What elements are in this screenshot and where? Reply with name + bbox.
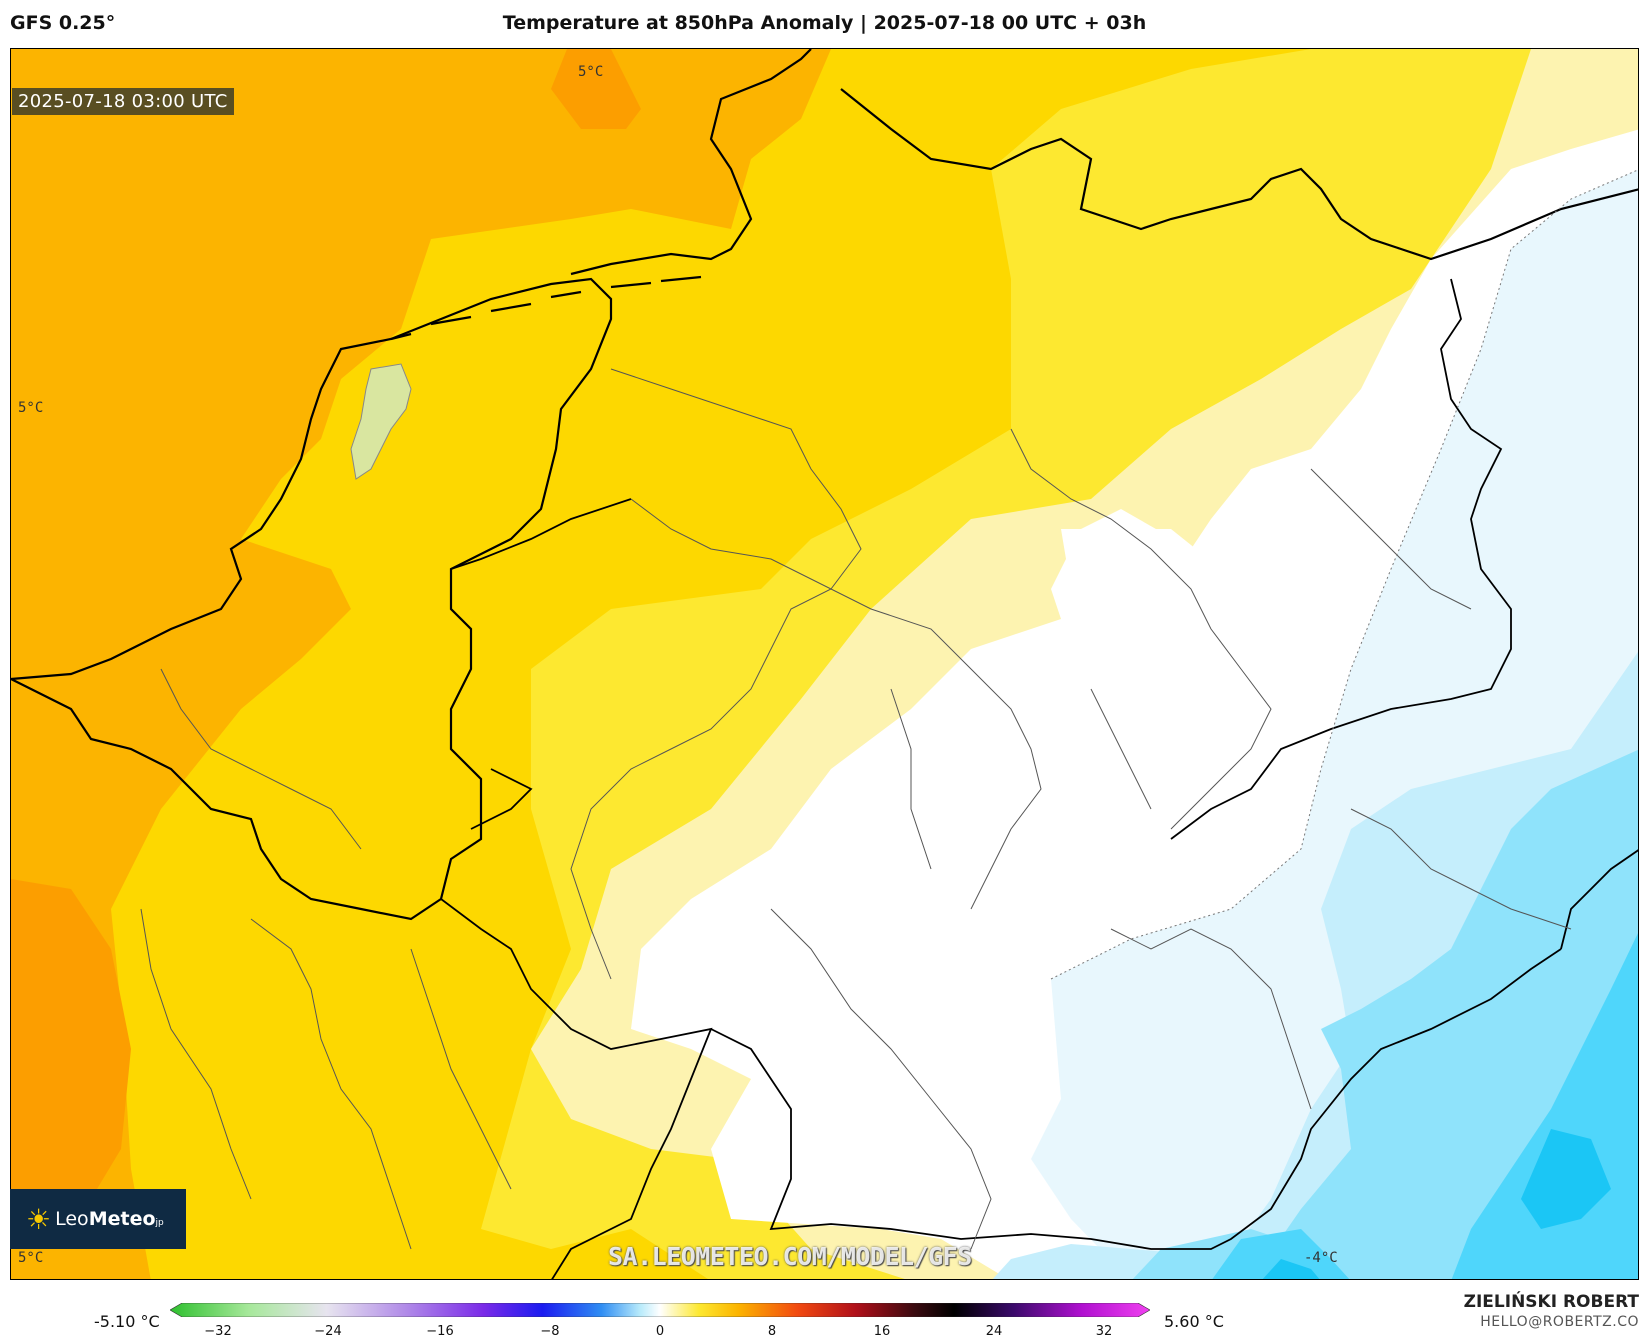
contour-label: 5°C xyxy=(578,64,604,80)
colorbar-tick: −32 xyxy=(204,1324,232,1339)
colorbar-max-label: 5.60 °C xyxy=(1164,1312,1224,1331)
colorbar-tick: −24 xyxy=(314,1324,342,1339)
sun-icon: ☀ xyxy=(26,1202,52,1236)
anomaly-region-6 xyxy=(551,49,641,129)
colorbar-tick: 0 xyxy=(655,1324,665,1339)
colorbar-tick: 16 xyxy=(873,1324,891,1339)
colorbar-ticks: −32 −24 −16 −8 0 8 16 24 32 xyxy=(170,1324,1150,1344)
anomaly-region-neg4b xyxy=(1212,1229,1350,1279)
anomaly-map xyxy=(11,49,1638,1279)
contour-label: -4°C xyxy=(1304,1250,1338,1266)
contour-label: 5°C xyxy=(18,400,44,416)
colorbar-tick: 32 xyxy=(1095,1324,1113,1339)
model-label: GFS 0.25° xyxy=(10,12,116,34)
ijsselmeer xyxy=(350,363,412,480)
logo-suffix: jp xyxy=(155,1218,164,1228)
anomaly-region-neg5b xyxy=(1262,1259,1320,1279)
regional-borders xyxy=(140,368,1572,1250)
map-title: Temperature at 850hPa Anomaly | 2025-07-… xyxy=(502,12,1147,34)
logo-meteo: Meteo xyxy=(88,1208,156,1230)
valid-time-badge: 2025-07-18 03:00 UTC xyxy=(12,88,234,115)
colorbar-tick: 24 xyxy=(985,1324,1003,1339)
coastline xyxy=(11,277,613,921)
author-name: ZIELIŃSKI ROBERT xyxy=(1463,1292,1639,1312)
contour-label: 5°C xyxy=(18,1250,44,1266)
coastline-north xyxy=(570,49,1638,276)
national-borders xyxy=(440,278,1638,1279)
coastline-islands xyxy=(390,275,702,341)
map-panel[interactable] xyxy=(10,48,1639,1280)
watermark: SA.LEOMETEO.COM/MODEL/GFS xyxy=(608,1242,972,1271)
anomaly-region-6b xyxy=(11,879,131,1209)
anomaly-region-0b xyxy=(1061,529,1221,689)
colorbar xyxy=(170,1303,1150,1317)
zero-contour xyxy=(1050,169,1638,980)
anomaly-region-neg5 xyxy=(1521,1129,1611,1229)
author-email[interactable]: HELLO@ROBERTZ.CO xyxy=(1480,1314,1639,1330)
logo-leo: Leo xyxy=(55,1208,89,1230)
colorbar-tick: −8 xyxy=(540,1324,560,1339)
credit-block: ZIELIŃSKI ROBERT HELLO@ROBERTZ.CO xyxy=(1464,1292,1639,1330)
colorbar-min-label: -5.10 °C xyxy=(94,1312,160,1331)
colorbar-tick: −16 xyxy=(426,1324,454,1339)
colorbar-tick: 8 xyxy=(767,1324,777,1339)
leometeo-logo: ☀ Leo Meteo jp xyxy=(10,1189,186,1249)
